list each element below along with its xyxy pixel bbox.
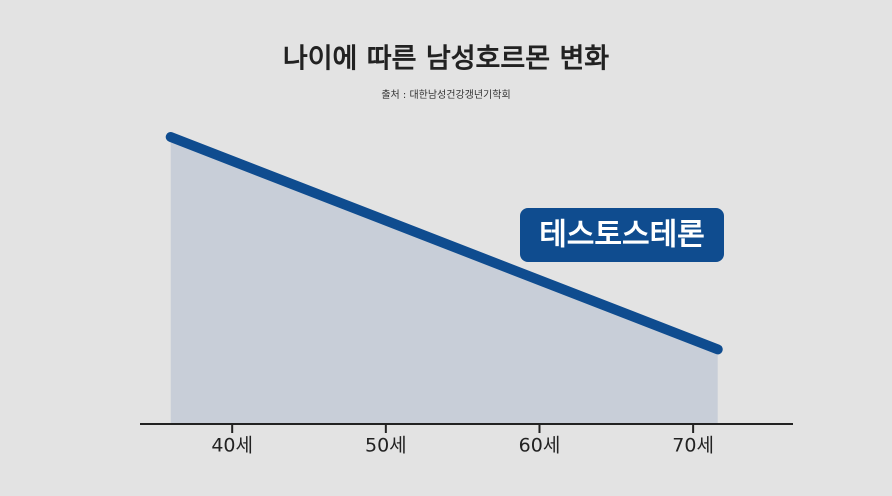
chart-title: 나이에 따른 남성호르몬 변화 xyxy=(283,44,609,75)
line xyxy=(165,132,723,355)
series-label: 테스토스테론 xyxy=(539,218,705,253)
area xyxy=(170,137,718,424)
x-tick-label: 40세 xyxy=(211,435,253,457)
x-tick-label: 60세 xyxy=(519,435,561,457)
x-tick-label: 70세 xyxy=(672,435,714,457)
x-tick-label: 50세 xyxy=(365,435,407,457)
chart-subtitle: 출처 : 대한남성건강갱년기학회 xyxy=(381,89,510,101)
series-label-box xyxy=(520,208,724,262)
